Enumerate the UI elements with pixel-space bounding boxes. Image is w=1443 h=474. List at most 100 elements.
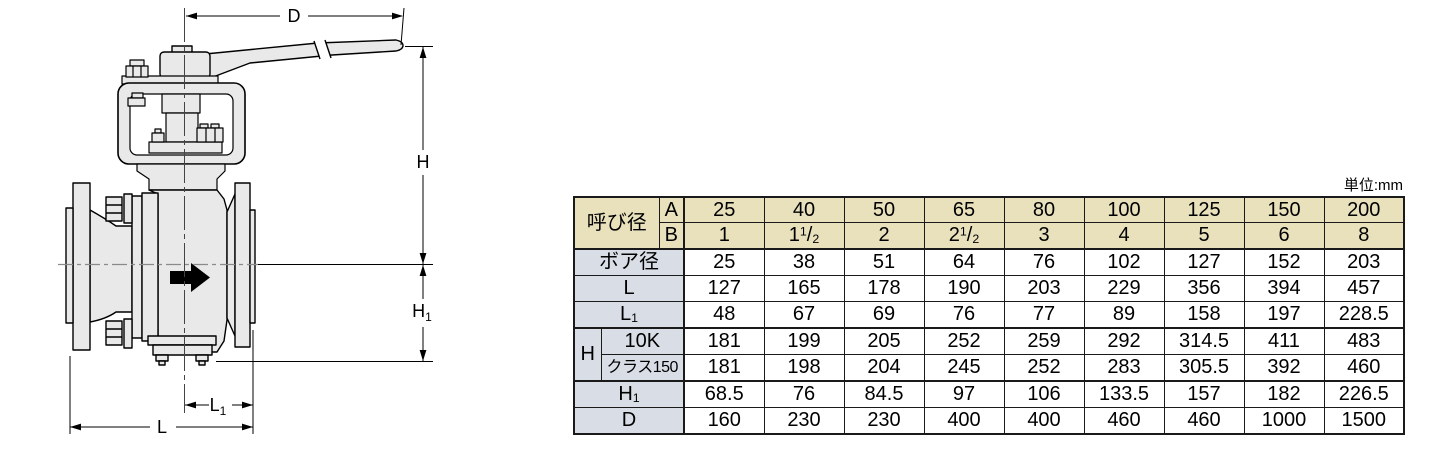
- row-label: クラス150: [600, 354, 685, 382]
- arrowhead: [242, 423, 253, 431]
- table-cell: 205: [843, 327, 925, 355]
- table-cell: 230: [763, 407, 845, 435]
- stem-nut-left: [151, 132, 165, 143]
- table-cell: 76: [1003, 248, 1085, 276]
- size-row-b-label: B: [658, 222, 685, 250]
- left-flange: [72, 182, 91, 351]
- bracket-bolt-right: [195, 354, 209, 362]
- row-label: L1: [573, 301, 685, 329]
- table-cell: 400: [923, 407, 1005, 435]
- table-cell: 305.5: [1163, 354, 1245, 382]
- dim-label-h: H: [417, 152, 430, 172]
- gland-bolt-head: [125, 65, 149, 78]
- joint-bolt-bottom-washer: [123, 318, 133, 349]
- table-cell: 106: [1003, 380, 1085, 408]
- table-cell: 181: [683, 327, 765, 355]
- table-cell: 178: [843, 275, 925, 302]
- table-cell: 400: [1003, 407, 1085, 435]
- table-cell: 157: [1163, 380, 1245, 408]
- size-a-value: 25: [683, 196, 765, 223]
- table-cell: 133.5: [1083, 380, 1165, 408]
- size-b-value: 8: [1323, 222, 1405, 250]
- size-b-value: 3: [1003, 222, 1085, 250]
- bracket-bolt-left-cap: [158, 360, 166, 366]
- table-cell: 152: [1243, 248, 1325, 276]
- table-cell: 181: [683, 354, 765, 382]
- arrowhead: [242, 401, 253, 409]
- dim-h1: H1: [216, 265, 433, 362]
- table-cell: 51: [843, 248, 925, 276]
- table-cell: 460: [1163, 407, 1245, 435]
- dim-d: D: [186, 6, 405, 46]
- table-cell: 89: [1083, 301, 1165, 329]
- table-cell: 165: [763, 275, 845, 302]
- row-label: ボア径: [573, 248, 685, 276]
- size-a-value: 40: [763, 196, 845, 223]
- table-cell: 252: [923, 327, 1005, 355]
- valve-top-works: [117, 59, 246, 191]
- table-cell: 283: [1083, 354, 1165, 382]
- handle-break-mark: [314, 40, 331, 59]
- size-a-value: 150: [1243, 196, 1325, 223]
- table-cell: 102: [1083, 248, 1165, 276]
- unit-note: 単位:mm: [1343, 177, 1403, 194]
- dim-label-l1: L1: [210, 395, 227, 418]
- stem-nut-right: [196, 127, 224, 143]
- arrowhead: [419, 253, 427, 264]
- size-b-value: 6: [1243, 222, 1325, 250]
- table-cell: 198: [763, 354, 845, 382]
- table-cell: 67: [763, 301, 845, 329]
- table-cell: 25: [683, 248, 765, 276]
- handle-lever: [204, 39, 404, 78]
- row-label: L: [573, 275, 685, 302]
- dim-h: H: [405, 46, 433, 264]
- stem-upper: [161, 93, 201, 114]
- table-cell: 411: [1243, 327, 1325, 355]
- table-cell: 1500: [1323, 407, 1405, 435]
- dim-label-l: L: [157, 417, 167, 437]
- stem-flange-plate: [148, 141, 223, 154]
- bonnet: [136, 163, 226, 191]
- table-cell: 158: [1163, 301, 1245, 329]
- table-cell: 97: [923, 380, 1005, 408]
- valve-diagram: D H H1 L1: [58, 6, 433, 437]
- gland-bolt-cap: [129, 59, 145, 67]
- row-label: 10K: [600, 327, 685, 355]
- bracket-bolt-right-cap: [198, 360, 206, 366]
- table-cell: 77: [1003, 301, 1085, 329]
- table-cell: 392: [1243, 354, 1325, 382]
- size-b-value: 4: [1083, 222, 1165, 250]
- table-cell: 204: [843, 354, 925, 382]
- flow-direction-arrow: [170, 263, 210, 292]
- arrowhead: [419, 265, 427, 276]
- joint-bolt-top-washer: [123, 193, 133, 224]
- row-label: D: [573, 407, 685, 435]
- joint-flange-plate-2: [141, 192, 159, 342]
- arrowhead: [392, 12, 403, 20]
- table-cell: 48: [683, 301, 765, 329]
- table-cell: 457: [1323, 275, 1405, 302]
- stem-column: [165, 112, 199, 143]
- size-row-a-label: A: [658, 196, 685, 223]
- dimension-annotations: D H H1 L1: [69, 6, 433, 437]
- table-cell: 245: [923, 354, 1005, 382]
- arrowhead: [186, 12, 197, 20]
- dim-label-h1: H1: [412, 301, 432, 324]
- table-cell: 252: [1003, 354, 1085, 382]
- dim-label-d: D: [288, 6, 301, 26]
- bracket-bolt-left: [155, 354, 169, 362]
- left-flange-face: [65, 207, 74, 324]
- size-b-value: 1: [683, 222, 765, 250]
- table-cell: 127: [683, 275, 765, 302]
- size-b-value: 21/2: [923, 222, 1005, 250]
- dim-l1: L1: [185, 395, 253, 418]
- nominal-diameter-label: 呼び径: [573, 196, 660, 250]
- table-cell: 68.5: [683, 380, 765, 408]
- table-cell: 203: [1003, 275, 1085, 302]
- table-cell: 314.5: [1163, 327, 1245, 355]
- left-hub-neck: [89, 209, 133, 323]
- dimension-table: 呼び径 A 25 40 50 65 80 100 125 150 200 B 1 11/2 2 21/2 3 4 5…: [573, 196, 1405, 435]
- table-cell: 76: [923, 301, 1005, 329]
- table-cell: 182: [1243, 380, 1325, 408]
